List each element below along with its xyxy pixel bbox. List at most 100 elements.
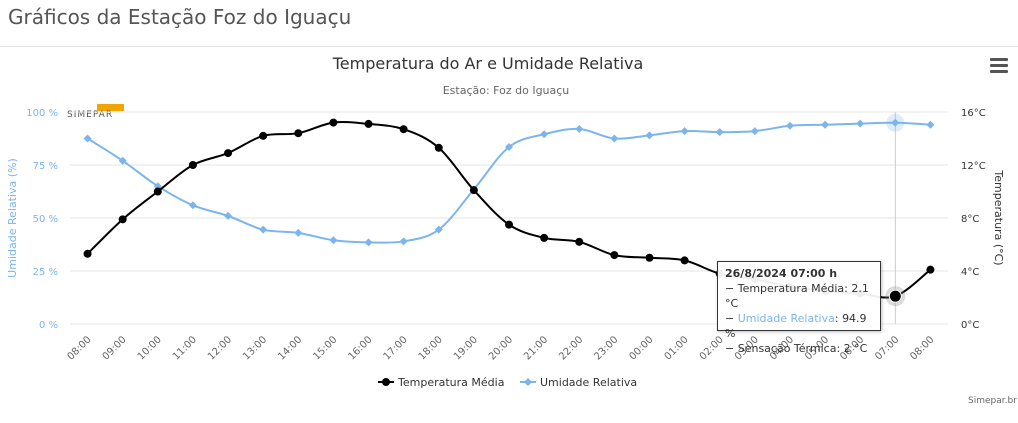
- temperature-point[interactable]: [926, 265, 935, 274]
- x-tick-label: 13:00: [241, 334, 269, 362]
- x-tick-label: 22:00: [557, 334, 585, 362]
- legend-temp-marker: [382, 378, 390, 386]
- logo-mark: [97, 104, 124, 111]
- page-title: Gráficos da Estação Foz do Iguaçu: [8, 5, 352, 29]
- x-tick-label: 15:00: [311, 334, 339, 362]
- temperature-point[interactable]: [329, 118, 338, 127]
- right-tick-label: 8°C: [961, 214, 979, 225]
- humidity-point[interactable]: [434, 225, 443, 234]
- legend: Temperatura Média Umidade Relativa: [378, 376, 637, 389]
- tooltip-row-humidity: − Umidade Relativa: 94.9 %: [725, 312, 867, 340]
- x-tick-label: 17:00: [382, 334, 410, 362]
- humidity-point[interactable]: [540, 130, 549, 139]
- temperature-point[interactable]: [680, 256, 689, 265]
- humidity-point[interactable]: [83, 134, 92, 143]
- temperature-point[interactable]: [188, 161, 197, 169]
- right-tick-label: 0°C: [961, 320, 979, 331]
- x-tick-label: 20:00: [487, 334, 515, 362]
- temperature-point[interactable]: [540, 233, 549, 242]
- tooltip-row-temperature: − Temperatura Média: 2.1 °C: [725, 282, 869, 310]
- temperature-point[interactable]: [888, 289, 902, 303]
- right-axis-title: Temperatura (°C): [992, 169, 1005, 265]
- tooltip-feel-value: 2 °C: [843, 342, 868, 355]
- logo-text: SIMEPAR: [67, 110, 113, 120]
- humidity-point[interactable]: [610, 134, 619, 143]
- humidity-point[interactable]: [505, 142, 513, 151]
- x-tick-label: 02:00: [698, 334, 726, 362]
- humidity-point[interactable]: [715, 128, 724, 137]
- humidity-point[interactable]: [364, 238, 373, 247]
- right-tick-label: 4°C: [961, 267, 979, 278]
- left-tick-label: 100 %: [26, 108, 58, 119]
- x-tick-label: 11:00: [171, 334, 199, 362]
- x-tick-label: 18:00: [417, 334, 445, 362]
- humidity-point[interactable]: [821, 120, 830, 129]
- temperature-point[interactable]: [224, 149, 233, 158]
- humidity-point[interactable]: [294, 228, 303, 237]
- chart-title: Temperatura do Ar e Umidade Relativa: [332, 54, 644, 73]
- tooltip-hum-label: Umidade Relativa: [737, 312, 835, 325]
- humidity-point[interactable]: [785, 121, 794, 130]
- x-tick-label: 10:00: [136, 334, 164, 362]
- x-tick-label: 08:00: [66, 334, 94, 362]
- tooltip-title: 26/8/2024 07:00 h: [725, 267, 838, 280]
- tooltip-feel-label: Sensação Térmica: [737, 342, 837, 355]
- credit-link[interactable]: Simepar.br: [968, 396, 1017, 406]
- humidity-point[interactable]: [259, 225, 268, 234]
- x-tick-label: 21:00: [522, 334, 550, 362]
- left-tick-label: 50 %: [33, 214, 58, 225]
- temperature-point[interactable]: [469, 186, 478, 195]
- temperature-point[interactable]: [153, 187, 162, 196]
- x-tick-label: 08:00: [908, 334, 936, 362]
- menu-bar: [990, 64, 1008, 67]
- left-tick-label: 25 %: [33, 267, 58, 278]
- temperature-point[interactable]: [645, 253, 654, 262]
- temperature-point[interactable]: [118, 215, 127, 224]
- right-tick-label: 16°C: [961, 108, 986, 119]
- tooltip-hum-value: 94.9 %: [725, 312, 867, 340]
- x-tick-label: 16:00: [346, 334, 374, 362]
- left-tick-label: 0 %: [39, 320, 58, 331]
- temperature-point[interactable]: [575, 237, 584, 246]
- temperature-point[interactable]: [434, 143, 443, 152]
- left-axis-ticks: 0 % 25 % 50 % 75 % 100 %: [26, 108, 58, 331]
- x-tick-label: 14:00: [276, 334, 304, 362]
- tooltip-row-feels-like: − Sensação Térmica: 2 °C: [725, 342, 868, 355]
- humidity-point[interactable]: [188, 201, 197, 210]
- humidity-point[interactable]: [399, 237, 408, 246]
- humidity-point[interactable]: [645, 131, 654, 140]
- temperature-point[interactable]: [294, 129, 303, 138]
- right-tick-label: 12°C: [961, 161, 986, 172]
- right-axis-ticks: 0°C 4°C 8°C 12°C 16°C: [961, 108, 986, 331]
- legend-item-humidity[interactable]: Umidade Relativa: [520, 376, 637, 389]
- temperature-point[interactable]: [399, 125, 408, 134]
- simepar-logo: SIMEPAR: [67, 104, 124, 120]
- x-tick-label: 07:00: [873, 334, 901, 362]
- tooltip: 26/8/2024 07:00 h − Temperatura Média: 2…: [717, 261, 881, 355]
- temperature-point[interactable]: [505, 220, 513, 229]
- temperature-point[interactable]: [610, 251, 619, 260]
- left-tick-label: 75 %: [33, 161, 58, 172]
- page-header: Gráficos da Estação Foz do Iguaçu: [0, 0, 1018, 47]
- legend-hum-marker: [524, 378, 532, 386]
- humidity-point[interactable]: [118, 156, 127, 165]
- humidity-point[interactable]: [891, 118, 900, 127]
- humidity-point[interactable]: [750, 127, 759, 136]
- chart-menu-button[interactable]: [990, 58, 1008, 74]
- legend-item-temperature[interactable]: Temperatura Média: [378, 376, 504, 389]
- tooltip-temp-value: 2.1 °C: [725, 282, 869, 310]
- humidity-point[interactable]: [680, 127, 689, 136]
- humidity-point[interactable]: [224, 211, 233, 220]
- humidity-point[interactable]: [856, 119, 865, 128]
- humidity-point[interactable]: [926, 120, 935, 129]
- menu-bar: [990, 58, 1008, 61]
- temperature-point[interactable]: [364, 119, 373, 128]
- temperature-point[interactable]: [259, 131, 268, 140]
- humidity-point[interactable]: [575, 124, 584, 133]
- left-axis-title: Umidade Relativa (%): [6, 158, 19, 278]
- x-tick-label: 09:00: [101, 334, 129, 362]
- legend-temp-label: Temperatura Média: [397, 376, 504, 389]
- humidity-point[interactable]: [329, 236, 338, 245]
- temperature-point[interactable]: [83, 249, 92, 258]
